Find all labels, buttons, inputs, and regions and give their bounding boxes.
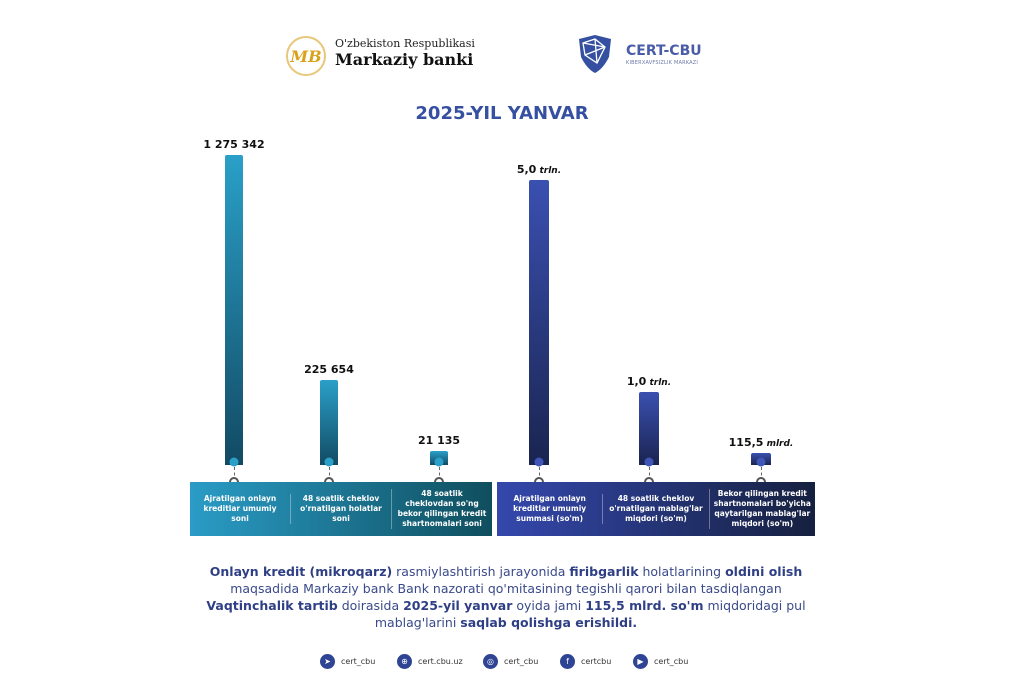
bar: [529, 180, 549, 465]
bar-dot: [434, 457, 444, 467]
data-label: 225 654: [304, 363, 354, 377]
data-label: 21 135: [417, 433, 461, 447]
social-label: cert_cbu: [504, 657, 539, 666]
desc-bold: 2025-yil yanvar: [403, 598, 513, 613]
desc-bold: firibgarlik: [569, 564, 639, 579]
desc-text: holatlarining: [638, 564, 726, 579]
social-label: certcbu: [581, 657, 612, 666]
desc-text: rasmiylashtirish jarayonida: [392, 564, 570, 579]
bar: [225, 155, 243, 465]
category-label: Bekor qilingan kredit shartnomalari bo'y…: [708, 489, 815, 529]
cert-shield-icon: [579, 35, 611, 73]
bar-dot: [534, 457, 544, 467]
telegram-icon: ➤: [320, 654, 335, 669]
bar-dot: [756, 457, 766, 467]
category-label: 48 soatlik cheklov o'rnatilgan holatlar …: [290, 494, 391, 524]
desc-bold: 115,5 mlrd. so'm: [585, 598, 704, 613]
social-link[interactable]: ➤ cert_cbu: [320, 654, 375, 669]
category-label: 48 soatlik cheklov o'rnatilgan mablag'la…: [602, 494, 708, 524]
data-label: 1 275 342: [203, 138, 265, 151]
cbu-subtitle: O'zbekiston Respublikasi: [335, 37, 475, 50]
cert-subtitle: KIBERXAVFSIZLIK MARKAZI: [626, 60, 699, 66]
youtube-icon: ▶: [633, 654, 648, 669]
cert-name: CERT-CBU: [626, 43, 702, 59]
desc-text: doirasida: [337, 598, 404, 613]
connector-line: [234, 467, 235, 481]
connector-line: [649, 467, 650, 481]
globe-icon: ⊕: [397, 654, 412, 669]
social-label: cert_cbu: [341, 657, 376, 666]
desc-text: miqdoridagi pul mablag'larini: [374, 598, 806, 630]
cbu-logo: MB: [286, 36, 326, 76]
social-link[interactable]: ⊕ cert.cbu.uz: [397, 654, 463, 669]
connector-line: [329, 467, 330, 481]
bar-dot: [324, 457, 334, 467]
desc-text: maqsadida Markaziy bank Bank nazorati qo…: [230, 581, 782, 596]
bar: [320, 380, 338, 465]
desc-bold: Vaqtinchalik tartib: [206, 598, 338, 613]
connector-line: [439, 467, 440, 481]
desc-text: oyida jami: [512, 598, 586, 613]
desc-bold: oldini olish: [725, 564, 803, 579]
description: Onlayn kredit (mikroqarz) rasmiylashtiri…: [200, 563, 812, 631]
cbu-name: Markaziy banki: [335, 50, 474, 69]
category-label: Ajratilgan onlayn kreditlar umumiy soni: [203, 494, 277, 523]
unit-label: mlrd.: [763, 439, 794, 449]
cbu-logo-mark: MB: [290, 46, 322, 66]
category-label: 48 soatlik cheklovdan so'ng bekor qiling…: [391, 489, 492, 529]
bar-dot: [229, 457, 239, 467]
facebook-icon: f: [560, 654, 575, 669]
data-label: 1,0 trln.: [626, 375, 672, 389]
social-label: cert_cbu: [654, 657, 689, 666]
data-label: 5,0 trln.: [516, 163, 562, 176]
category-panel-sums: Ajratilgan onlayn kreditlar umumiy summa…: [497, 482, 815, 536]
social-label: cert.cbu.uz: [418, 657, 463, 666]
social-link[interactable]: f certcbu: [560, 654, 611, 669]
unit-label: trln.: [646, 378, 672, 389]
page-title: 2025-YIL YANVAR: [415, 103, 589, 124]
unit-label: trln.: [536, 166, 562, 176]
social-link[interactable]: ◎ cert_cbu: [483, 654, 538, 669]
social-link[interactable]: ▶ cert_cbu: [633, 654, 688, 669]
category-label: Ajratilgan onlayn kreditlar umumiy summa…: [513, 494, 587, 523]
connector-line: [761, 467, 762, 481]
bar-dot: [644, 457, 654, 467]
desc-bold: Onlayn kredit (mikroqarz): [209, 564, 393, 579]
instagram-icon: ◎: [483, 654, 498, 669]
category-panel-counts: Ajratilgan onlayn kreditlar umumiy soni …: [190, 482, 492, 536]
bar: [639, 392, 659, 465]
desc-bold: saqlab qolishga erishildi.: [460, 615, 638, 630]
connector-line: [539, 467, 540, 481]
data-label: 115,5 mlrd.: [728, 436, 794, 449]
